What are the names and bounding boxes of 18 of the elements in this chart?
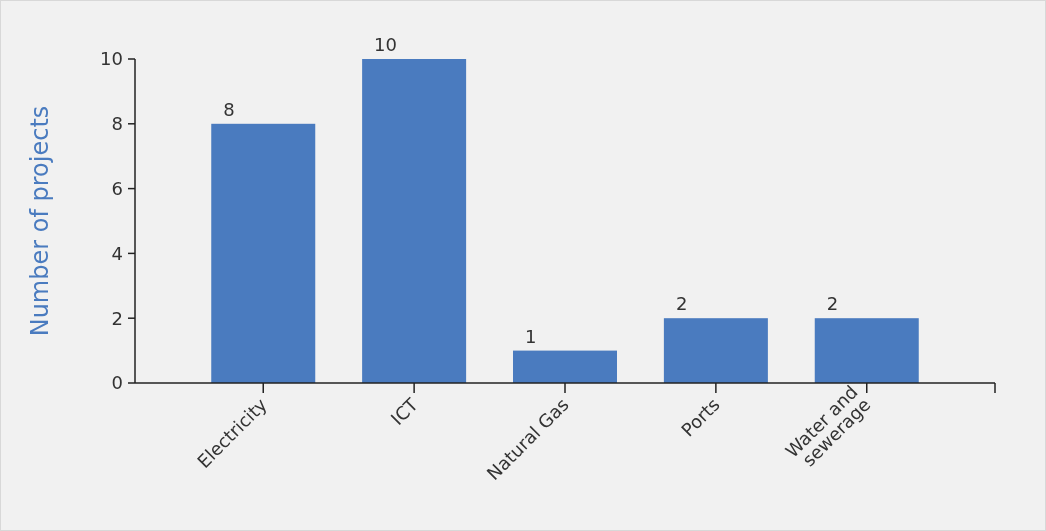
bar [211, 123, 316, 383]
y-tick-label: 8 [111, 113, 123, 135]
y-tick-label: 2 [111, 307, 123, 329]
y-tick-label: 4 [111, 242, 123, 264]
bar [814, 318, 919, 383]
bar [513, 350, 617, 383]
data-label: 10 [374, 34, 398, 55]
data-label: 1 [525, 325, 537, 347]
data-label: 8 [223, 98, 235, 120]
bar [362, 59, 467, 383]
y-tick-label: 6 [111, 177, 123, 199]
y-axis-title: Number of projects [26, 105, 54, 337]
y-tick-label: 10 [100, 48, 123, 70]
y-tick-label: 0 [111, 372, 123, 394]
bar [663, 318, 768, 383]
x-tick-label: ICT [386, 393, 423, 430]
data-label: 2 [675, 293, 688, 315]
data-label: 2 [826, 293, 839, 315]
